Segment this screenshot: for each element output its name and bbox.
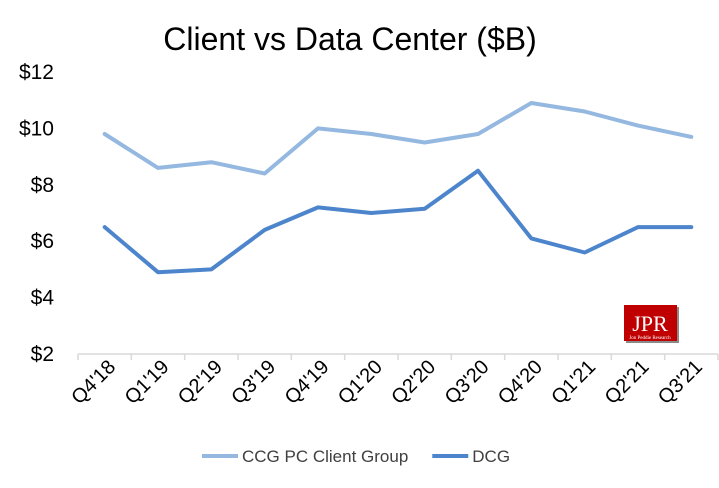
legend-label: CCG PC Client Group xyxy=(242,447,408,466)
x-tick-label: Q3'21 xyxy=(654,356,707,409)
series-line xyxy=(102,101,694,176)
jpr-logo-text: JPR xyxy=(632,311,668,336)
chart-title: Client vs Data Center ($B) xyxy=(163,21,536,57)
series-lines xyxy=(102,101,694,275)
x-tick-label: Q2'21 xyxy=(601,356,654,409)
x-tick-label: Q2'19 xyxy=(174,356,227,409)
jpr-logo: JPR Jon Peddie Research xyxy=(624,305,679,343)
series-line xyxy=(102,168,694,275)
y-tick-label: $10 xyxy=(19,117,54,140)
y-tick-label: $2 xyxy=(31,343,54,366)
y-tick-label: $8 xyxy=(31,174,54,197)
y-tick-label: $4 xyxy=(31,287,55,310)
x-tick-label: Q1'21 xyxy=(547,356,600,409)
legend: CCG PC Client Group DCG xyxy=(202,447,510,466)
x-tick-label: Q3'19 xyxy=(227,356,280,409)
x-tick-label: Q4'18 xyxy=(67,356,120,409)
x-tick-label: Q3'20 xyxy=(441,356,494,409)
legend-label: DCG xyxy=(472,447,510,466)
x-axis: Q4'18 Q1'19 Q2'19 Q3'19 Q4'19 Q1'20 Q2'20 Q3'20… xyxy=(67,353,719,409)
y-tick-label: $6 xyxy=(31,230,54,253)
x-tick-label: Q1'20 xyxy=(334,356,387,409)
jpr-logo-subtext: Jon Peddie Research xyxy=(629,336,671,341)
x-tick-label: Q4'20 xyxy=(494,356,547,409)
x-tick-label: Q2'20 xyxy=(387,356,440,409)
y-tick-label: $12 xyxy=(19,61,54,84)
x-tick-label: Q4'19 xyxy=(281,356,334,409)
x-tick-label: Q1'19 xyxy=(121,356,174,409)
y-axis: $2 $4 $6 $8 $10 $12 xyxy=(19,61,54,366)
